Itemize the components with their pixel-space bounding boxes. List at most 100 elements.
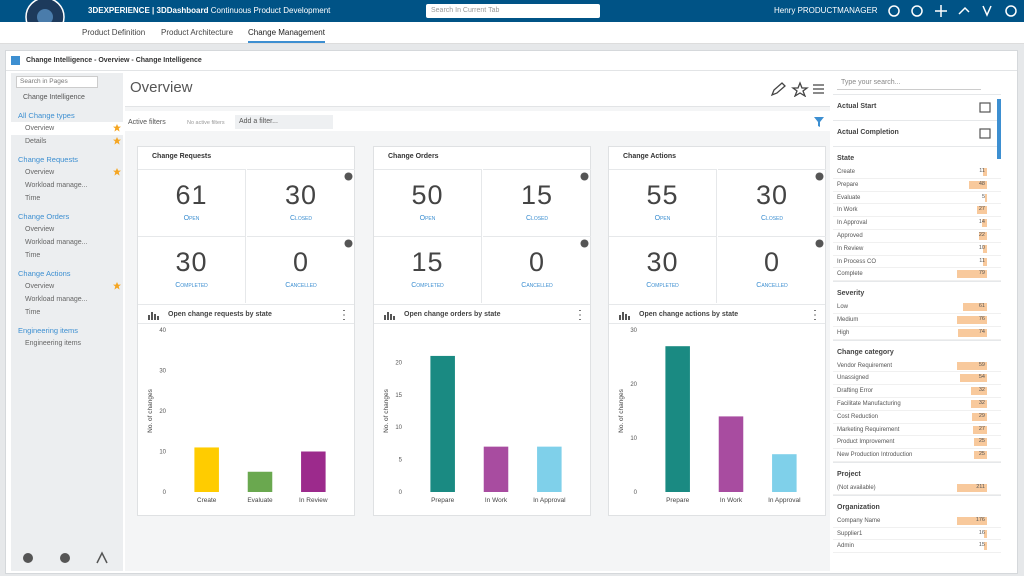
date-filter[interactable]: Actual Completion [833, 120, 1001, 146]
facet-item[interactable]: Admin15 [833, 540, 1001, 553]
search-box[interactable]: Search In Current Tab [426, 4, 600, 18]
filter-icon[interactable] [813, 116, 825, 128]
facet-item[interactable]: Drafting Error32 [833, 385, 1001, 398]
stat-cell[interactable]: 0Cancelled [718, 236, 826, 303]
nav-item[interactable]: Time [11, 306, 123, 319]
nav-item[interactable]: Workload manage... [11, 179, 123, 192]
facet-item[interactable]: Unassigned54 [833, 372, 1001, 385]
facet-item[interactable]: Approved22 [833, 230, 1001, 243]
card-title: Change Orders [388, 153, 439, 160]
facet-item[interactable]: Evaluate5 [833, 192, 1001, 205]
nav-item[interactable]: Overview [11, 280, 123, 293]
tab[interactable]: Product Architecture [161, 28, 233, 37]
facet-count: 22 [957, 232, 987, 240]
nav-item[interactable]: Time [11, 249, 123, 262]
bar[interactable] [537, 447, 562, 492]
stat-cell[interactable]: 55Open [609, 169, 717, 236]
stat-cell[interactable]: 30Completed [609, 236, 717, 303]
panel-search[interactable]: Type your search... [837, 77, 981, 90]
facet-item[interactable]: In Approval14 [833, 217, 1001, 230]
bar[interactable] [248, 472, 273, 492]
bar[interactable] [772, 454, 797, 492]
facet-item[interactable]: Cost Reduction29 [833, 411, 1001, 424]
stat-cell[interactable]: 30Completed [138, 236, 246, 303]
nav-item[interactable]: Overview [11, 223, 123, 236]
tab[interactable]: Product Definition [82, 28, 145, 37]
group-header[interactable]: State [833, 146, 1001, 166]
stat-cell[interactable]: 50Open [374, 169, 482, 236]
nav-item[interactable]: Overview [11, 122, 123, 135]
star-icon [113, 282, 121, 290]
nav-section[interactable]: Change Actions [11, 262, 123, 280]
facet-item[interactable]: High74 [833, 327, 1001, 340]
info-icon [344, 239, 353, 248]
bar-chart: No. of changes010203040CreateEvaluateIn … [138, 324, 354, 516]
bar[interactable] [719, 416, 744, 492]
facet-item[interactable]: Company Name176 [833, 515, 1001, 528]
nav-item-label: Overview [25, 169, 54, 176]
count-text: 25 [979, 451, 985, 457]
facet-label: Marketing Requirement [837, 427, 899, 433]
facet-item[interactable]: Vendor Requirement59 [833, 360, 1001, 373]
facet-item[interactable]: New Production Introduction25 [833, 449, 1001, 462]
menu-dots[interactable] [813, 309, 817, 321]
nav-item[interactable]: Engineering items [11, 337, 123, 350]
nav-item[interactable]: Time [11, 192, 123, 205]
nav-item[interactable]: Details [11, 135, 123, 148]
group-header[interactable]: Severity [833, 281, 1001, 301]
settings-icon[interactable] [23, 553, 33, 563]
info [581, 240, 589, 248]
facet-item[interactable]: Medium76 [833, 314, 1001, 327]
facet-item[interactable]: In Work27 [833, 204, 1001, 217]
nav-item-label: Details [25, 138, 46, 145]
facet-item[interactable]: Complete79 [833, 268, 1001, 281]
user-name[interactable]: Henry PRODUCTMANAGER [774, 6, 878, 15]
menu-dots[interactable] [578, 309, 582, 321]
facet-item[interactable]: In Process CO11 [833, 256, 1001, 269]
nav-section[interactable]: Engineering items [11, 319, 123, 337]
nav-root[interactable]: Change Intelligence [11, 91, 123, 104]
group-header[interactable]: Organization [833, 495, 1001, 515]
facet-count: 76 [957, 316, 987, 324]
stat-cell[interactable]: 15Completed [374, 236, 482, 303]
nav-item[interactable]: Overview [11, 166, 123, 179]
stat-cell[interactable]: 0Cancelled [483, 236, 591, 303]
bar[interactable] [301, 452, 326, 493]
facet-item[interactable]: (Not available)211 [833, 482, 1001, 495]
x-tick-label: In Approval [768, 497, 801, 504]
facet-item[interactable]: Facilitate Manufacturing32 [833, 398, 1001, 411]
facet-item[interactable]: Prepare48 [833, 179, 1001, 192]
bar[interactable] [194, 447, 219, 492]
bar[interactable] [484, 447, 509, 492]
facet-item[interactable]: Product Improvement25 [833, 436, 1001, 449]
nav-section[interactable]: Change Orders [11, 205, 123, 223]
facet-item[interactable]: Low61 [833, 301, 1001, 314]
stat-cell[interactable]: 61Open [138, 169, 246, 236]
bar[interactable] [430, 356, 455, 492]
stat-cell[interactable]: 15Closed [483, 169, 591, 236]
stat-cell[interactable]: 0Cancelled [247, 236, 355, 303]
stat-cell[interactable]: 30Closed [718, 169, 826, 236]
chart-header: Open change requests by state [138, 304, 354, 324]
facet-item[interactable]: Create11 [833, 166, 1001, 179]
group-header[interactable]: Change category [833, 340, 1001, 360]
add-filter[interactable]: Add a filter... [235, 115, 333, 129]
nav-item[interactable]: Workload manage... [11, 236, 123, 249]
nav-section[interactable]: Change Requests [11, 148, 123, 166]
tab-title[interactable]: Continuous Product Development [211, 6, 331, 15]
facet-count: 32 [957, 400, 987, 408]
help-icon[interactable] [60, 553, 70, 563]
group-header[interactable]: Project [833, 462, 1001, 482]
date-filter[interactable]: Actual Start [833, 94, 1001, 120]
bar[interactable] [665, 346, 690, 492]
nav-search[interactable]: Search in Pages [16, 76, 98, 88]
facet-item[interactable]: In Review10 [833, 243, 1001, 256]
stat-cell[interactable]: 30Closed [247, 169, 355, 236]
facet-item[interactable]: Supplier116 [833, 528, 1001, 541]
menu-dots[interactable] [342, 309, 346, 321]
facet-item[interactable]: Marketing Requirement27 [833, 424, 1001, 437]
group-title: Change category [837, 349, 894, 356]
tab[interactable]: Change Management [248, 28, 325, 43]
nav-item[interactable]: Workload manage... [11, 293, 123, 306]
nav-section[interactable]: All Change types [11, 104, 123, 122]
